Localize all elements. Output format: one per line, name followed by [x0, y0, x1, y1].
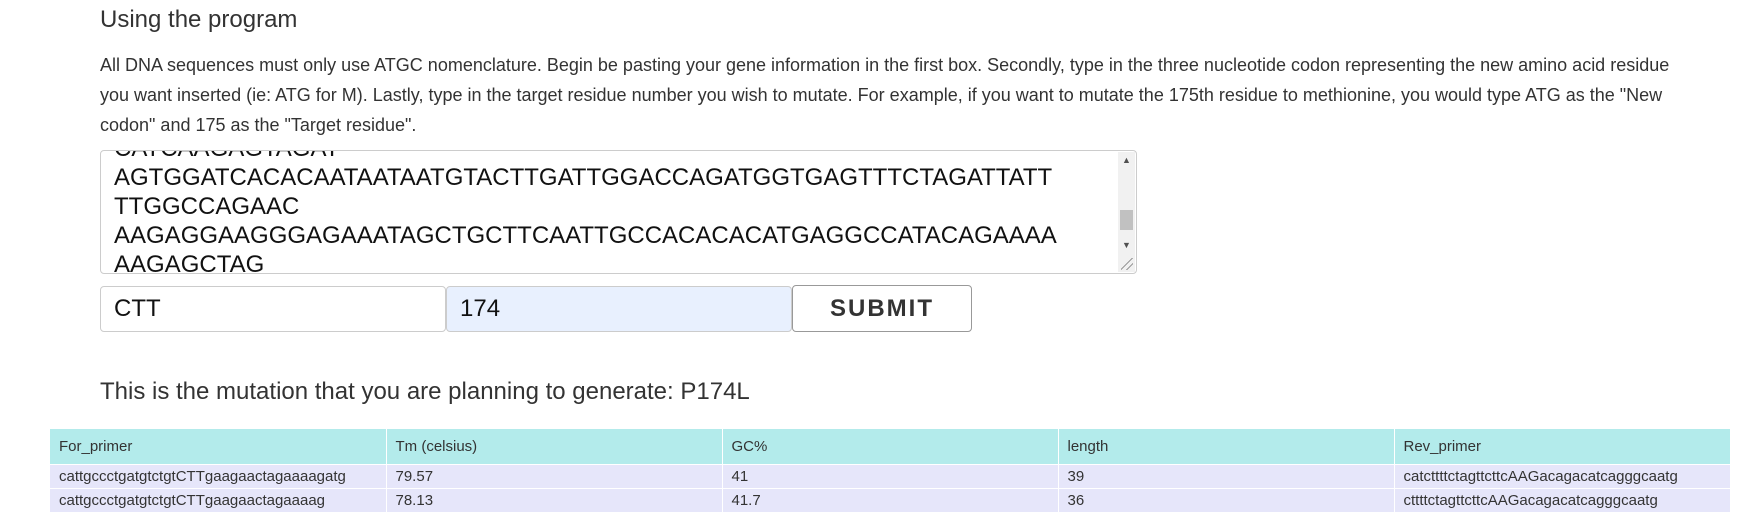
gene-sequence-text: CATCAAGAGTAGAT AGTGGATCACACAATAATAATGTAC…: [114, 151, 1114, 274]
resize-handle-icon[interactable]: [1121, 258, 1133, 270]
table-header-row: For_primer Tm (celsius) GC% length Rev_p…: [50, 429, 1730, 464]
scroll-up-arrow-icon[interactable]: ▲: [1122, 155, 1131, 165]
cell-rev-primer: catcttttctagttcttcAAGacagacatcagggcaatg: [1394, 463, 1730, 488]
cell-rev-primer: cttttctagttcttcAAGacagacatcagggcaatg: [1394, 487, 1730, 512]
scrollbar-thumb[interactable]: [1120, 210, 1133, 230]
cell-tm: 79.57: [386, 463, 723, 488]
target-residue-input[interactable]: 174: [446, 286, 792, 332]
mutation-summary: This is the mutation that you are planni…: [100, 378, 750, 405]
cell-tm: 78.13: [386, 487, 723, 512]
instructions-text: All DNA sequences must only use ATGC nom…: [100, 55, 1670, 135]
table-row: cattgccctgatgtctgtCTTgaagaactagaaaagatg …: [50, 463, 1730, 488]
column-header-gc: GC%: [722, 429, 1059, 464]
primer-results-table: For_primer Tm (celsius) GC% length Rev_p…: [50, 429, 1730, 512]
cell-for-primer: cattgccctgatgtctgtCTTgaagaactagaaaag: [50, 487, 387, 512]
column-header-for-primer: For_primer: [50, 429, 387, 464]
cell-gc: 41.7: [722, 487, 1059, 512]
sequence-line: AGTGGATCACACAATAATAATGTACTTGATTGGACCAGAT…: [114, 164, 1053, 191]
section-title: Using the program: [100, 6, 298, 33]
cell-length: 36: [1058, 487, 1395, 512]
cell-for-primer: cattgccctgatgtctgtCTTgaagaactagaaaagatg: [50, 463, 387, 488]
column-header-rev-primer: Rev_primer: [1394, 429, 1730, 464]
cell-gc: 41: [722, 463, 1059, 488]
sequence-scrollbar[interactable]: ▲ ▼: [1118, 152, 1135, 272]
cell-length: 39: [1058, 463, 1395, 488]
submit-button[interactable]: SUBMIT: [792, 285, 972, 332]
sequence-line: CATCAAGAGTAGAT: [114, 151, 339, 162]
column-header-tm: Tm (celsius): [386, 429, 723, 464]
new-codon-input[interactable]: CTT: [100, 286, 446, 332]
scroll-down-arrow-icon[interactable]: ▼: [1122, 240, 1131, 250]
sequence-line: TTGGCCAGAAC: [114, 193, 300, 220]
sequence-line: AAGAGGAAGGGAGAAATAGCTGCTTCAATTGCCACACACA…: [114, 222, 1057, 249]
sequence-line: AAGAGCTAG: [114, 251, 265, 274]
table-row: cattgccctgatgtctgtCTTgaagaactagaaaag 78.…: [50, 487, 1730, 512]
column-header-length: length: [1058, 429, 1395, 464]
gene-sequence-textarea[interactable]: CATCAAGAGTAGAT AGTGGATCACACAATAATAATGTAC…: [100, 150, 1137, 274]
